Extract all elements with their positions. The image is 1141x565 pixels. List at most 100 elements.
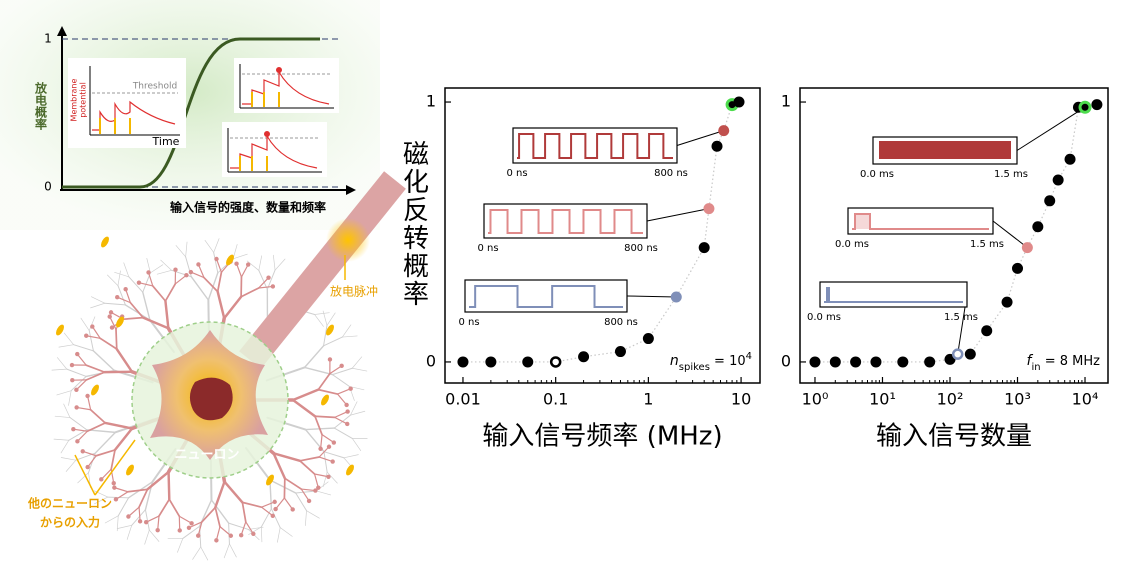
data-point — [718, 125, 730, 137]
dendrite — [56, 390, 72, 396]
dendrite — [90, 296, 106, 304]
pulse-label: 放电脉冲 — [330, 284, 378, 299]
dendrite — [148, 529, 160, 542]
dendrite-tip — [316, 485, 321, 490]
data-point — [981, 325, 993, 337]
dendrite — [175, 245, 186, 258]
dendrite-tip — [80, 449, 85, 454]
dendrite — [322, 471, 328, 487]
inset-label: 0 ns — [506, 168, 527, 179]
nucleus — [189, 377, 233, 421]
input-spot — [321, 394, 329, 406]
dendrite-tip — [214, 256, 219, 262]
dendrite — [350, 410, 366, 416]
dendrite — [117, 270, 121, 286]
dendrite — [167, 470, 171, 501]
dendrite-tip — [136, 280, 142, 285]
dendrite-tip — [195, 533, 201, 538]
dendrite-tip — [196, 262, 201, 267]
mini-panel — [68, 58, 186, 148]
dendrite-tip — [123, 287, 128, 292]
dendrite — [223, 543, 230, 559]
dendrite-tip — [126, 514, 131, 519]
dendrite — [104, 515, 119, 524]
dendrite — [241, 501, 263, 509]
dendrite — [57, 357, 68, 370]
dendrite — [94, 496, 109, 505]
inset-frame — [819, 281, 968, 308]
dendrite — [177, 538, 184, 553]
dendrite — [129, 301, 144, 319]
dendrite — [275, 497, 286, 510]
mini-potential — [242, 69, 330, 105]
data-point — [809, 356, 821, 368]
x-tick-label: 10³ — [1004, 390, 1031, 409]
dendrite-tip — [326, 474, 331, 479]
input-label: からの入力 — [40, 515, 100, 530]
dendrite-tip — [99, 477, 104, 482]
dendrite — [213, 238, 220, 253]
dendrite — [241, 501, 247, 523]
data-point — [1012, 262, 1024, 274]
dendrite — [219, 526, 232, 537]
y-tick-label: 0 — [426, 351, 436, 370]
inset-signal — [517, 133, 673, 159]
dendrite-tip — [173, 267, 178, 272]
dendrite — [351, 356, 363, 369]
dendrite-tip — [339, 363, 344, 369]
dendrite — [113, 487, 129, 493]
dendrite — [51, 368, 68, 371]
inset-label: 0.0 ms — [835, 239, 869, 250]
membrane-label: potential — [79, 82, 88, 118]
dendrite — [63, 332, 74, 346]
dendrite-tip — [71, 426, 76, 432]
data-point — [1078, 100, 1092, 114]
dendrite — [314, 415, 336, 419]
x-tick-label: 10² — [937, 390, 964, 409]
dendrite — [58, 344, 74, 348]
dendrite — [73, 344, 94, 352]
dendrite — [68, 390, 72, 406]
dendrite — [326, 312, 336, 326]
dendrite — [204, 239, 215, 253]
dendrite — [69, 417, 88, 431]
inset-label: 0.0 ms — [807, 312, 841, 323]
inset-label: 1.5 ms — [944, 312, 978, 323]
data-point — [1001, 296, 1013, 308]
input-spot — [101, 236, 109, 248]
input-spot — [346, 464, 354, 476]
dendrite — [80, 317, 90, 331]
dendrite — [116, 524, 133, 529]
dendrite — [85, 371, 106, 381]
dendrite — [99, 337, 118, 350]
x-axis-label: 输入信号数量 — [876, 422, 1032, 452]
dendrite-tip — [113, 497, 119, 502]
dendrite-tip — [318, 446, 323, 451]
dendrite-tip — [75, 351, 80, 357]
inset-signal — [879, 141, 1011, 159]
dendrite — [197, 521, 203, 537]
dendrite — [329, 365, 343, 375]
dendrite — [260, 508, 272, 528]
dendrite — [104, 421, 134, 430]
input-spot — [56, 324, 64, 336]
dendrite — [323, 324, 328, 347]
x-axis-label: 输入信号频率 (MHz) — [482, 422, 722, 452]
inset-link — [1016, 106, 1086, 151]
dendrite-tip — [75, 439, 80, 444]
dendrite — [201, 506, 217, 523]
dendrite — [203, 276, 219, 293]
dendrite — [215, 258, 223, 273]
dendrite — [117, 285, 126, 306]
dendrite — [351, 367, 368, 372]
inset-signal — [488, 209, 643, 234]
dendrite — [86, 395, 92, 411]
input-pointer — [74, 454, 96, 496]
dendrite — [266, 269, 276, 290]
inset-signal — [469, 285, 623, 308]
dendrite-tip — [345, 409, 350, 414]
dendrite-tip — [290, 507, 295, 512]
